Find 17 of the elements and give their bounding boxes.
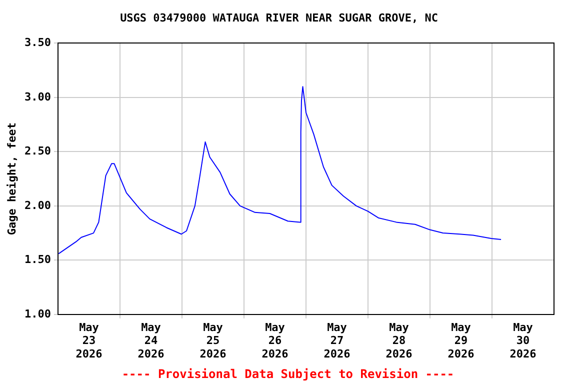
x-tick-label: May 23 2026	[76, 320, 103, 360]
y-tick-label: 3.00	[24, 90, 51, 104]
y-tick-label: 1.50	[24, 253, 51, 266]
x-tick-label: May 28 2026	[386, 320, 413, 360]
x-tick-label: May 26 2026	[262, 320, 289, 360]
y-tick-label: 1.00	[24, 307, 51, 320]
y-axis-title: Gage height, feet	[5, 122, 18, 236]
x-tick-label: May 29 2026	[448, 320, 475, 360]
x-tick-label: May 27 2026	[324, 320, 351, 360]
x-tick-label: May 30 2026	[510, 320, 537, 360]
x-tick-label: May 24 2026	[138, 320, 165, 360]
y-tick-label: 2.50	[24, 144, 51, 158]
x-tick-label: May 25 2026	[200, 320, 227, 360]
chart-title: USGS 03479000 WATAUGA RIVER NEAR SUGAR GROVE, NC	[120, 11, 438, 24]
y-tick-label: 2.00	[24, 198, 51, 212]
text: ---- Provisional Data Subject to Revision ----	[122, 367, 454, 382]
y-tick-label: 3.50	[24, 36, 51, 50]
